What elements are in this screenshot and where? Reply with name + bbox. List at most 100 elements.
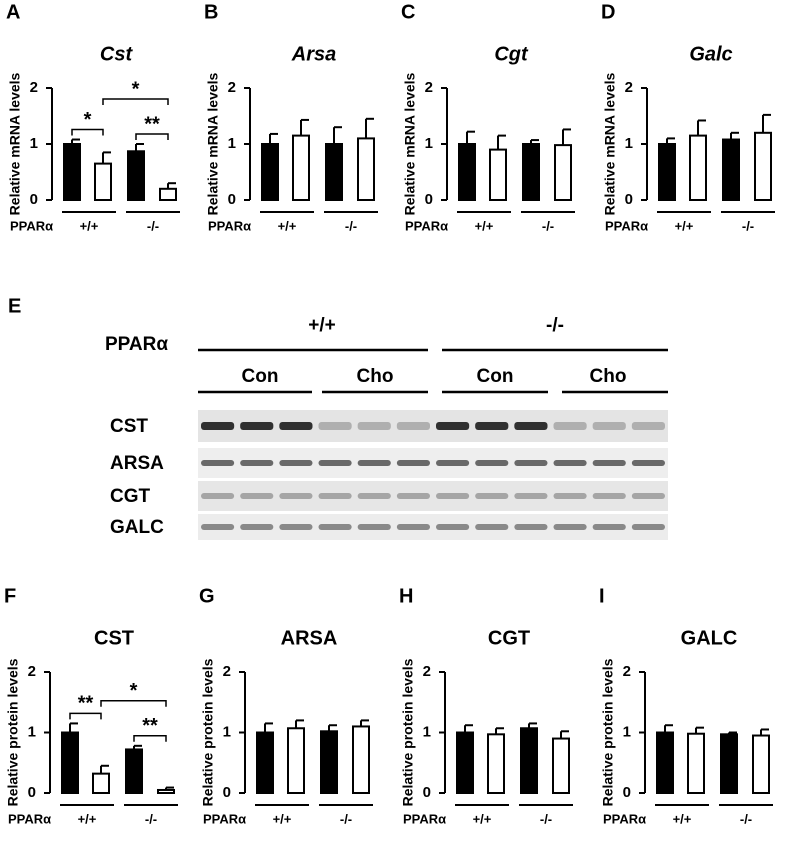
y-tick-label: 1 [223,723,231,740]
y-tick-label: 1 [625,135,633,152]
x-tick-label: +/+ [278,218,297,233]
blot-band [201,422,235,430]
y-tick-label: 1 [423,723,431,740]
treatment-label: Cho [357,366,394,387]
panel-letter: H [399,585,413,607]
bar [487,733,505,795]
significance-label: * [130,680,138,702]
bar [292,134,310,202]
y-tick-label: 2 [228,79,236,96]
x-tick-label: +/+ [673,811,692,826]
bar [522,143,540,201]
group-label: PPARα [403,811,446,826]
x-tick-label: +/+ [273,811,292,826]
bar [61,731,79,794]
bar [63,143,81,201]
bar [520,727,538,795]
chart-title: Arsa [291,43,336,65]
y-tick-label: 2 [425,79,433,96]
y-tick-label: 0 [30,191,38,208]
panel-letter: D [601,1,615,23]
bar [552,737,570,794]
y-tick-label: 2 [28,663,36,680]
blot-band [436,493,470,499]
significance-label: ** [144,113,160,135]
y-tick-label: 0 [423,784,431,801]
y-tick-label: 1 [623,723,631,740]
blot-band [357,524,391,530]
blot-band [631,493,665,499]
blot-band [279,524,313,530]
blot-band [436,460,470,466]
x-tick-label: +/+ [80,218,99,233]
blot-band [514,422,548,430]
significance-label: * [84,109,92,131]
chart-title: CST [94,627,134,649]
blot-group-label: PPARα [105,334,168,355]
blot-band [475,422,509,430]
significance-bracket [71,128,104,136]
group-label: PPARα [603,811,646,826]
y-tick-label: 1 [425,135,433,152]
y-axis-label: Relative mRNA levels [402,72,418,215]
chart-title: Cgt [494,43,529,65]
y-axis-label: Relative mRNA levels [7,72,23,215]
y-tick-label: 0 [623,784,631,801]
y-tick-label: 2 [623,663,631,680]
y-tick-label: 1 [30,135,38,152]
bar [92,772,110,795]
chart-title: CGT [488,627,530,649]
bar [157,788,175,794]
blot-strip [198,448,668,478]
bar [325,143,343,201]
panel-letter: C [401,1,415,23]
bar [94,162,112,202]
y-axis-label: Relative protein levels [400,658,416,806]
significance-label: ** [142,715,158,737]
y-tick-label: 1 [228,135,236,152]
x-tick-label: -/- [740,811,752,826]
y-axis-label: Relative protein levels [5,658,21,806]
y-axis-label: Relative mRNA levels [205,72,221,215]
blot-band [475,524,509,530]
blot-band [201,524,235,530]
blot-band [201,493,235,499]
bar [656,731,674,794]
bar [720,733,738,795]
blot-band [318,524,352,530]
blot-band [553,493,587,499]
blot-band [240,493,274,499]
blot-strip [198,410,668,442]
y-axis-label: Relative protein levels [200,658,216,806]
blot-band [475,493,509,499]
group-label: PPARα [405,218,448,233]
x-tick-label: -/- [542,218,554,233]
blot-band [357,460,391,466]
bar [456,731,474,794]
blot-band [631,524,665,530]
y-tick-label: 2 [625,79,633,96]
bar [687,732,705,795]
bar [752,734,770,795]
blot-band [631,460,665,466]
blot-band [553,422,587,430]
treatment-label: Cho [590,366,627,387]
bar [127,150,145,201]
chart-title: Cst [100,43,134,65]
blot-row-label: GALC [110,517,164,538]
blot-strip [198,481,668,511]
blot-band [553,524,587,530]
group-label: PPARα [203,811,246,826]
bar [554,144,572,201]
bar [357,137,375,201]
bar [689,134,707,202]
y-tick-label: 2 [423,663,431,680]
y-tick-label: 0 [228,191,236,208]
blot-image [198,410,668,540]
y-tick-label: 0 [28,784,36,801]
significance-label: ** [78,693,94,715]
blot-strip [198,514,668,540]
blot-row-label: CST [110,416,148,437]
blot-band [357,493,391,499]
